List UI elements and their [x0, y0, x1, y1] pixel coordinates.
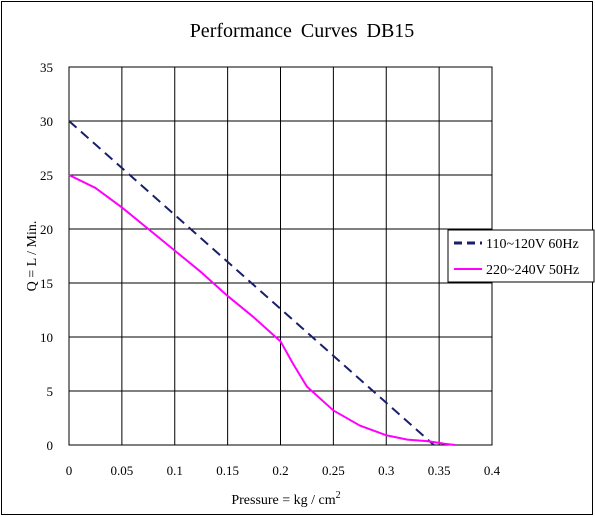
chart-title: Performance Curves DB15 [190, 20, 415, 42]
legend-label: 220~240V 50Hz [486, 263, 579, 278]
x-tick-label: 0.15 [216, 463, 239, 478]
y-tick-label: 10 [40, 330, 53, 345]
x-axis-label-superscript: 2 [336, 490, 341, 501]
x-tick-label: 0.25 [322, 463, 345, 478]
y-tick-label: 35 [40, 60, 53, 75]
x-tick-label: 0.2 [272, 463, 288, 478]
y-tick-label: 15 [40, 276, 53, 291]
series-lines [68, 120, 456, 446]
x-axis-label: Pressure = kg / cm2 [231, 490, 340, 508]
x-tick-label: 0.35 [428, 463, 451, 478]
legend-box [447, 229, 595, 283]
y-tick-labels: 0 5 10 15 20 25 30 35 [40, 60, 53, 453]
y-tick-label: 25 [40, 168, 53, 183]
x-tick-label: 0.4 [484, 463, 501, 478]
x-tick-label: 0.1 [167, 463, 183, 478]
x-axis-label-text: Pressure = kg / cm [231, 493, 335, 508]
y-tick-label: 20 [40, 222, 53, 237]
y-tick-label: 30 [40, 114, 53, 129]
y-tick-label: 0 [47, 438, 54, 453]
x-tick-label: 0 [66, 463, 73, 478]
y-axis-label: Q = L / Min. [25, 221, 40, 292]
series-line [68, 120, 435, 446]
grid-lines [68, 66, 493, 446]
series-line [68, 174, 456, 446]
legend-label: 110~120V 60Hz [486, 237, 579, 252]
y-tick-label: 5 [47, 384, 54, 399]
x-tick-label: 0.3 [378, 463, 394, 478]
x-tick-label: 0.05 [111, 463, 134, 478]
x-tick-labels: 0 0.05 0.1 0.15 0.2 0.25 0.3 0.35 0.4 [66, 463, 501, 478]
legend: 110~120V 60Hz 220~240V 50Hz [447, 229, 595, 283]
